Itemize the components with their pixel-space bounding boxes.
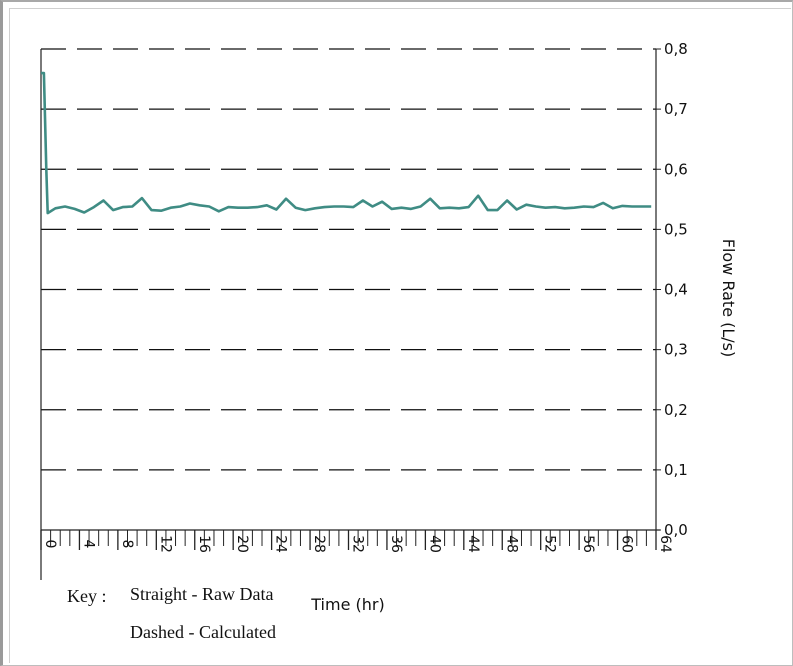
y-tick-labels: 0,0 0,1 0,2 0,3 0,4 0,5 0,6 0,7 0,8 [664,40,688,539]
x-tick-label: 64 [657,535,673,553]
x-tick-label: 40 [426,535,442,553]
x-axis-title: Time (hr) [310,595,384,614]
y-tick-label: 0,0 [664,521,688,539]
key-raw-data: Straight - Raw Data [130,584,274,604]
key-label: Key : [67,586,107,606]
x-tick-label: 24 [273,535,289,553]
x-tick-label: 0 [42,540,58,549]
y-tick-label: 0,2 [664,401,688,419]
x-tick-label: 56 [580,535,596,553]
y-axis-title: Flow Rate (L/s) [719,239,738,358]
series-layer [41,71,652,215]
y-tick-label: 0,6 [664,160,688,178]
y-tick-label: 0,8 [664,40,688,58]
x-tick-label: 16 [196,535,212,553]
chart-inner-border [9,8,791,663]
x-tick-label: 12 [157,535,173,553]
x-tick-label: 48 [503,535,519,553]
y-tick-label: 0,5 [664,220,688,238]
x-tick-label: 32 [350,535,366,553]
axes [40,49,660,580]
y-tick-label: 0,4 [664,281,688,299]
x-tick-label: 20 [234,535,250,553]
y-tick-label: 0,3 [664,341,688,359]
y-tick-label: 0,7 [664,100,688,118]
x-tick-label: 36 [388,535,404,553]
x-tick-label: 44 [465,535,481,553]
x-tick-label: 8 [119,540,135,549]
key-calculated: Dashed - Calculated [130,622,276,642]
series-line-raw-data [41,71,652,215]
x-tick-label: 52 [542,535,558,553]
grid-lines [41,48,656,471]
x-tick-label: 28 [311,535,327,553]
ticks [40,48,661,550]
x-tick-label: 60 [619,535,635,553]
x-tick-label: 4 [80,540,96,549]
x-tick-labels: 0 4 8 12 16 20 24 28 32 36 40 44 48 52 56 60 64 [42,535,673,553]
y-tick-label: 0,1 [664,461,688,479]
